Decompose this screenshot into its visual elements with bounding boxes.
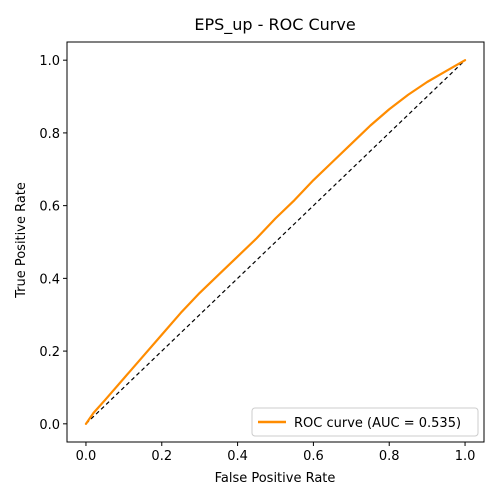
- legend-box: [251, 407, 479, 437]
- x-axis-ticks: 0.0 0.2 0.4 0.6 0.8 1.0: [76, 442, 476, 464]
- plot-area: [66, 41, 485, 443]
- x-tick-label: 0.6: [303, 449, 324, 464]
- x-tick-label: 0.8: [379, 449, 400, 464]
- chance-diagonal-line: [85, 59, 466, 425]
- legend-label: ROC curve (AUC = 0.535): [294, 416, 461, 431]
- x-tick-label: 1.0: [455, 449, 476, 464]
- x-tick-label: 0.0: [76, 449, 97, 464]
- chart-title: EPS_up - ROC Curve: [194, 15, 355, 35]
- y-axis-label: True Positive Rate: [14, 182, 29, 299]
- y-tick-label: 0.8: [39, 127, 60, 142]
- x-tick-label: 0.4: [227, 449, 248, 464]
- legend: ROC curve (AUC = 0.535): [251, 407, 479, 437]
- roc-curve-line: [84, 59, 467, 425]
- y-tick-label: 1.0: [39, 54, 60, 69]
- series-layer: [84, 59, 467, 425]
- plot-frame: [66, 41, 485, 443]
- reference-layer: [85, 59, 466, 425]
- y-tick-label: 0.0: [39, 418, 60, 433]
- x-axis-label: False Positive Rate: [215, 471, 336, 486]
- y-axis-ticks: 0.0 0.2 0.4 0.6 0.8 1.0: [39, 54, 67, 433]
- y-tick-label: 0.4: [39, 272, 60, 287]
- x-tick-label: 0.2: [151, 449, 172, 464]
- y-tick-label: 0.6: [39, 200, 60, 215]
- y-tick-label: 0.2: [39, 345, 60, 360]
